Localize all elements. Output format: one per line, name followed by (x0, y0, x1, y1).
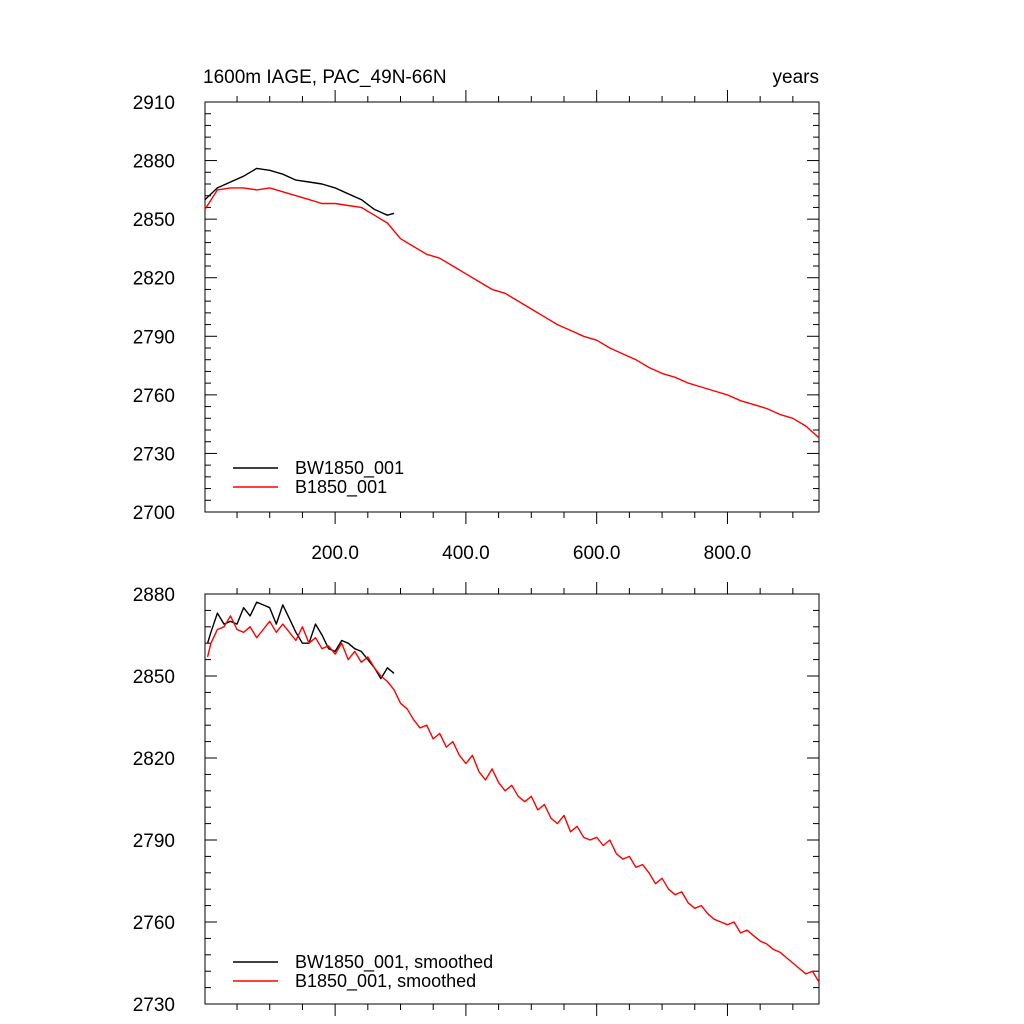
plot-frame (204, 101, 820, 513)
chart-title: 1600m IAGE, PAC_49N-66N (203, 67, 447, 88)
legend-label: B1850_001 (295, 477, 387, 498)
y-tick-label: 2820 (133, 749, 175, 770)
y-tick-label: 2730 (133, 995, 175, 1016)
y-tick-label: 2730 (133, 444, 175, 465)
y-tick-label: 2850 (133, 667, 175, 688)
x-tick-label: 800.0 (704, 543, 752, 564)
legend-label: B1850_001, smoothed (295, 971, 476, 992)
top-panel: 2700 2730 2760 2790 2820 2850 2880 2910 200.0 400… (133, 67, 820, 564)
y-tick-label: 2820 (133, 269, 175, 290)
y-tick-label: 2700 (133, 503, 175, 524)
x-tick-label: 200.0 (311, 543, 359, 564)
legend-label: BW1850_001, smoothed (295, 952, 493, 973)
series-line-bw1850 (206, 601, 395, 680)
y-tick-label: 2880 (133, 585, 175, 606)
chart-units: years (773, 67, 819, 88)
bottom-panel: 2730 2760 2790 2820 2850 2880 BW1850_001, smoo… (133, 582, 820, 1016)
y-tick-label: 2760 (133, 386, 175, 407)
legend-label: BW1850_001 (295, 458, 404, 479)
series-line-b1850 (204, 187, 820, 439)
x-tick-label: 600.0 (573, 543, 621, 564)
y-tick-label: 2790 (133, 327, 175, 348)
y-tick-label: 2910 (133, 93, 175, 114)
plot-frame (204, 593, 820, 1005)
y-tick-label: 2850 (133, 210, 175, 231)
series-line-bw1850 (204, 167, 395, 216)
y-tick-label: 2760 (133, 913, 175, 934)
y-tick-label: 2790 (133, 831, 175, 852)
y-tick-label: 2880 (133, 152, 175, 173)
series-line-b1850 (206, 615, 820, 983)
x-tick-label: 400.0 (442, 543, 490, 564)
